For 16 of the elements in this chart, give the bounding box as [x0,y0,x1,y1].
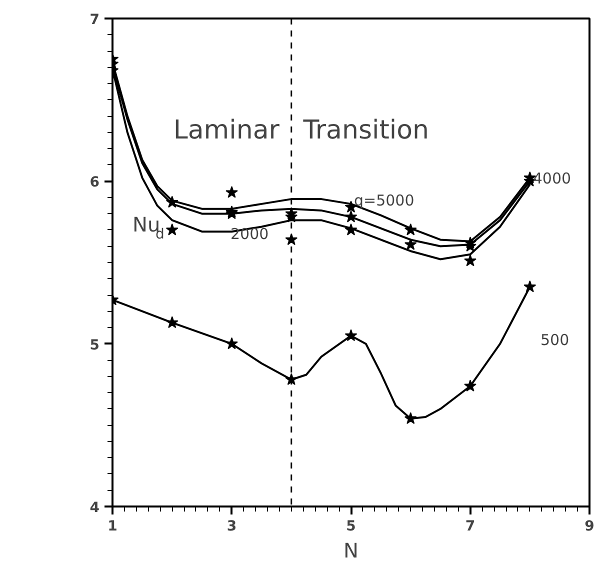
x-tick-label: 9 [584,518,594,534]
y-tick-label: 6 [90,174,100,191]
x-tick-label: 7 [465,518,476,534]
x-axis-title: N [344,538,358,562]
x-tick-label: 3 [226,518,237,534]
annotation: 500 [540,331,570,349]
annotation: 2000 [230,225,269,243]
annotation: q=5000 [354,192,414,210]
annotation: Laminar [173,116,280,146]
x-tick-label: 5 [346,518,356,534]
annotation: Transition [302,116,430,146]
annotation: 4000 [532,169,572,188]
y-tick-label: 4 [90,500,100,516]
y-tick-label: 7 [90,12,100,28]
y-tick-label: 5 [90,337,100,354]
x-tick-label: 1 [108,518,118,534]
